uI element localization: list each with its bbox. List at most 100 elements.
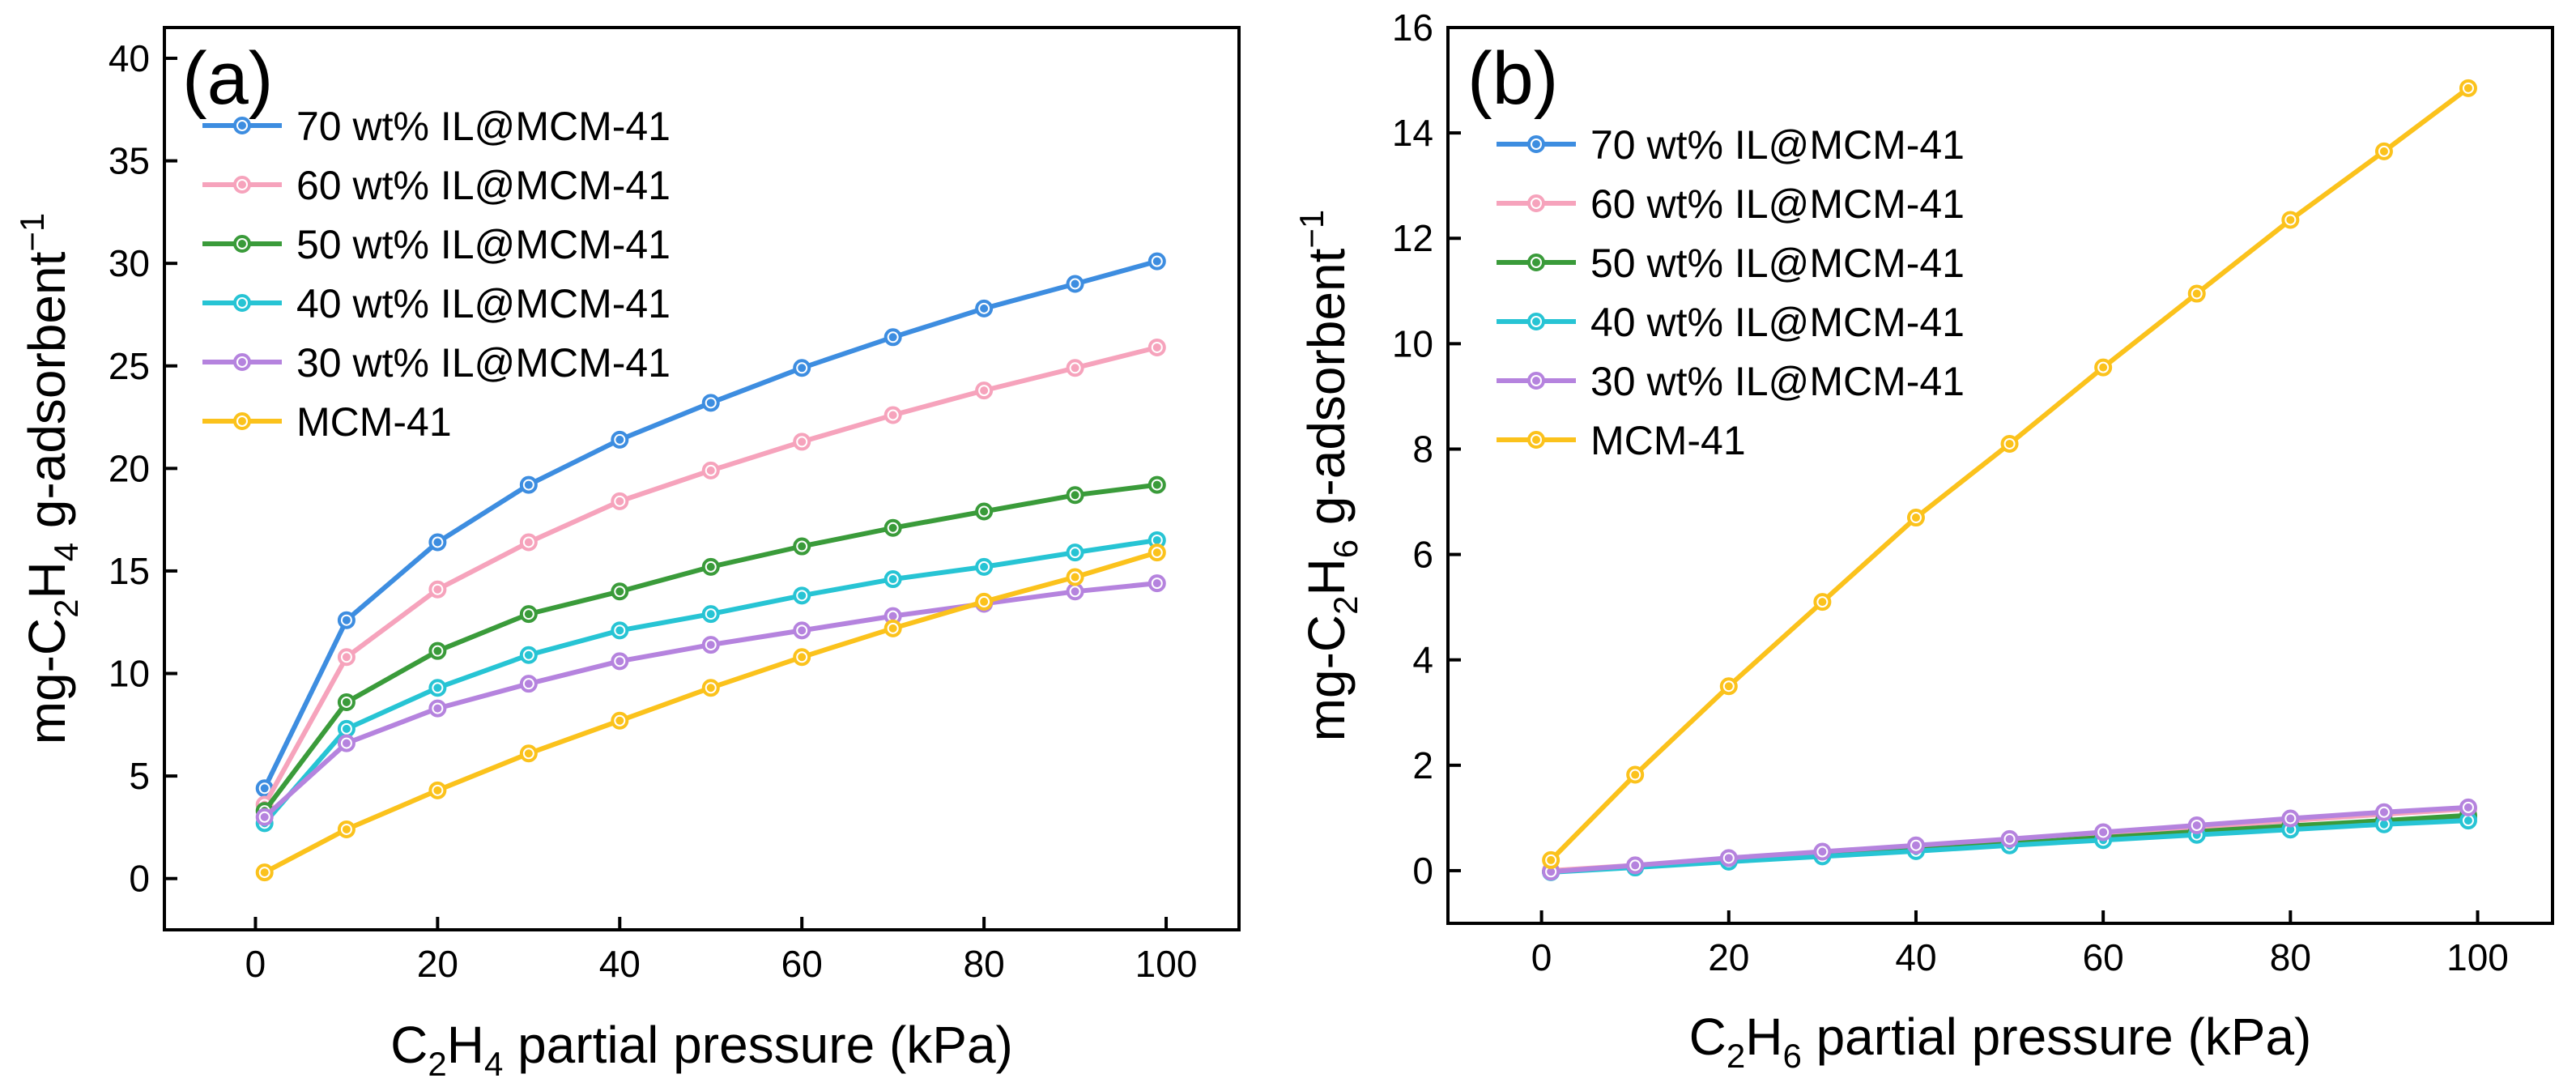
y-tick-label: 40: [109, 37, 150, 79]
x-tick-label: 100: [1135, 943, 1198, 985]
series-5: [1542, 798, 2477, 881]
data-point-fill: [260, 784, 269, 793]
data-point-fill: [342, 697, 351, 706]
data-point-fill: [798, 653, 807, 662]
legend-label: 30 wt% IL@MCM-41: [1590, 359, 1965, 404]
legend-marker-fill: [1532, 258, 1540, 266]
panel-label: (a): [182, 37, 273, 120]
data-point-fill: [615, 496, 624, 505]
data-point-fill: [1071, 491, 1079, 500]
data-point-fill: [342, 739, 351, 748]
legend-label: 40 wt% IL@MCM-41: [1590, 300, 1965, 345]
data-point-fill: [1152, 535, 1161, 544]
data-point-fill: [1152, 480, 1161, 489]
x-tick-label: 40: [599, 943, 641, 985]
data-point-fill: [798, 542, 807, 551]
legend-marker-fill: [1532, 377, 1540, 385]
panel-a: 0 20 40 60 80 100 0 5 10 15 20 25 30 35 40 C2H4 partial…: [13, 26, 1241, 1083]
x-tick-label: 0: [245, 943, 266, 985]
legend-label: MCM-41: [1590, 418, 1746, 463]
data-point-fill: [798, 626, 807, 635]
data-point-fill: [980, 562, 989, 571]
panel-b: 0 20 40 60 80 100 0 2 4 6 8 10 12 14 16 C2H6 partial pr…: [1292, 6, 2554, 1075]
series-4: [255, 531, 1166, 833]
y-tick-label: 16: [1392, 6, 1433, 49]
data-point-fill: [888, 575, 897, 584]
legend-label: 60 wt% IL@MCM-41: [296, 163, 671, 208]
y-tick-label: 10: [1392, 322, 1433, 364]
x-tick-label: 60: [2083, 936, 2124, 978]
y-tick-label: 5: [129, 755, 150, 797]
x-tick-label: 40: [1895, 936, 1936, 978]
legend-marker-fill: [238, 417, 246, 425]
data-point-fill: [524, 538, 533, 547]
legend-label: 50 wt% IL@MCM-41: [296, 222, 671, 267]
legend-marker-fill: [1532, 140, 1540, 148]
data-point-fill: [980, 386, 989, 395]
legend-marker-fill: [1532, 199, 1540, 207]
data-point-fill: [1071, 548, 1079, 557]
data-point-fill: [2099, 828, 2108, 837]
y-tick-label: 30: [109, 242, 150, 284]
legend-label: 50 wt% IL@MCM-41: [1590, 241, 1965, 286]
y-tick-label: 20: [109, 447, 150, 489]
data-point-fill: [2005, 834, 2014, 843]
data-point-fill: [2286, 814, 2295, 823]
y-tick-label: 35: [109, 140, 150, 182]
data-point-fill: [1547, 855, 1556, 864]
y-tick-label: 10: [109, 653, 150, 695]
legend-marker-fill: [238, 358, 246, 366]
data-point-fill: [615, 587, 624, 596]
series-2: [255, 338, 1166, 814]
x-tick-label: 0: [1531, 936, 1552, 978]
data-point-fill: [798, 591, 807, 600]
y-axis-title: mg-C2H4 g-adsorbent−1: [13, 213, 85, 745]
data-point-fill: [1911, 514, 1920, 522]
x-axis-title: C2H6 partial pressure (kPa): [1689, 1008, 2312, 1075]
x-tick-label: 20: [417, 943, 458, 985]
x-axis-title: C2H4 partial pressure (kPa): [390, 1016, 1013, 1083]
series-3: [255, 475, 1166, 820]
legend-marker-fill: [238, 121, 246, 130]
legend-marker-fill: [1532, 436, 1540, 444]
data-point-fill: [433, 646, 442, 655]
legend-marker-fill: [238, 240, 246, 248]
data-point-fill: [706, 562, 715, 571]
legend: 70 wt% IL@MCM-41 60 wt% IL@MCM-41 50 wt% I…: [1497, 122, 1965, 463]
y-axis-title: mg-C2H6 g-adsorbent−1: [1292, 210, 1365, 742]
data-point-fill: [1631, 861, 1640, 870]
data-point-fill: [706, 610, 715, 619]
data-point-fill: [524, 680, 533, 688]
data-point-fill: [1724, 854, 1733, 863]
data-point-fill: [1911, 841, 1920, 850]
data-point-fill: [2192, 289, 2201, 298]
data-point-fill: [1724, 682, 1733, 691]
data-point-fill: [1071, 364, 1079, 373]
data-point-fill: [433, 585, 442, 594]
data-point-fill: [342, 653, 351, 662]
data-point-fill: [798, 437, 807, 446]
data-point-fill: [433, 538, 442, 547]
data-point-fill: [1152, 343, 1161, 352]
data-point-fill: [524, 650, 533, 659]
y-tick-label: 14: [1392, 112, 1433, 154]
data-point-fill: [342, 724, 351, 733]
data-point-fill: [433, 704, 442, 713]
x-tick-label: 80: [2270, 936, 2311, 978]
x-tick-label: 60: [781, 943, 823, 985]
data-point-fill: [888, 624, 897, 633]
x-tick-label: 80: [964, 943, 1005, 985]
legend-label: 70 wt% IL@MCM-41: [1590, 122, 1965, 168]
data-point-fill: [706, 641, 715, 650]
series-6: [1542, 79, 2477, 869]
data-point-fill: [615, 626, 624, 635]
data-point-fill: [1152, 548, 1161, 557]
x-tick-label: 100: [2446, 936, 2509, 978]
data-point-fill: [2099, 363, 2108, 372]
data-point-fill: [433, 684, 442, 693]
data-point-fill: [1818, 847, 1827, 856]
y-tick-label: 25: [109, 345, 150, 387]
data-point-fill: [615, 716, 624, 725]
plot-frame: [1446, 26, 2554, 925]
